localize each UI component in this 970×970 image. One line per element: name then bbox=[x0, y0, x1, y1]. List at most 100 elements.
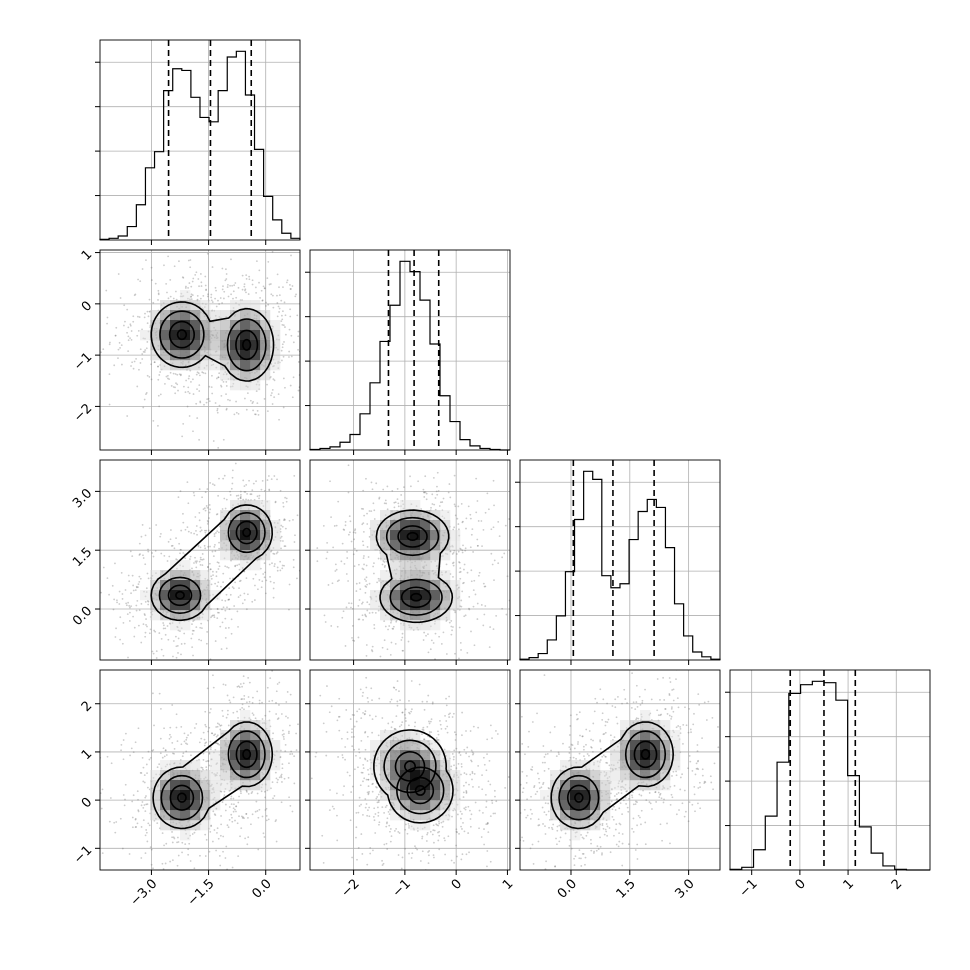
sample-point bbox=[232, 696, 235, 699]
sample-point bbox=[426, 700, 428, 703]
sample-point bbox=[271, 294, 274, 297]
sample-point bbox=[281, 567, 284, 570]
sample-point bbox=[439, 873, 441, 875]
sample-point bbox=[165, 842, 168, 845]
sample-point bbox=[428, 720, 430, 723]
sample-point bbox=[353, 736, 355, 738]
sample-point bbox=[216, 597, 219, 600]
sample-point bbox=[462, 796, 465, 798]
contour-outer bbox=[150, 301, 275, 382]
sample-point bbox=[213, 484, 216, 487]
sample-point bbox=[265, 815, 268, 817]
sample-point bbox=[148, 824, 151, 827]
sample-point bbox=[367, 785, 370, 788]
sample-point bbox=[172, 752, 174, 755]
sample-point bbox=[261, 499, 264, 502]
sample-point bbox=[361, 695, 364, 697]
density-cell bbox=[170, 790, 181, 801]
density-cell bbox=[240, 510, 251, 521]
sample-point bbox=[215, 742, 217, 745]
sample-point bbox=[383, 561, 386, 563]
sample-point bbox=[278, 776, 281, 779]
sample-point bbox=[381, 646, 384, 649]
sample-point bbox=[199, 374, 201, 377]
density-cell bbox=[160, 310, 171, 321]
sample-point bbox=[276, 478, 278, 481]
sample-point bbox=[471, 770, 474, 773]
density-cell bbox=[240, 710, 251, 721]
sample-point bbox=[180, 743, 183, 746]
sample-point bbox=[256, 690, 259, 693]
sample-point bbox=[420, 508, 423, 510]
sample-point bbox=[280, 535, 283, 538]
sample-point bbox=[259, 567, 262, 570]
sample-point bbox=[205, 289, 207, 292]
sample-point bbox=[334, 563, 337, 566]
sample-point bbox=[348, 602, 350, 605]
sample-point bbox=[268, 488, 271, 491]
sample-point bbox=[435, 823, 438, 825]
sample-point bbox=[465, 730, 467, 732]
sample-point bbox=[180, 643, 183, 645]
sample-point bbox=[246, 790, 248, 793]
sample-point bbox=[138, 580, 141, 583]
sample-point bbox=[190, 754, 192, 757]
sample-point bbox=[189, 266, 192, 269]
sample-point bbox=[135, 585, 138, 588]
sample-point bbox=[476, 544, 479, 547]
sample-point bbox=[185, 736, 188, 739]
sample-point bbox=[176, 644, 179, 647]
sample-point bbox=[419, 860, 422, 862]
sample-point bbox=[192, 430, 194, 433]
sample-point bbox=[144, 563, 147, 566]
sample-point bbox=[351, 785, 354, 788]
sample-point bbox=[273, 795, 276, 797]
sample-point bbox=[251, 283, 254, 286]
sample-point bbox=[469, 809, 471, 812]
sample-point bbox=[377, 801, 380, 804]
sample-point bbox=[251, 489, 254, 492]
sample-point bbox=[464, 614, 467, 617]
sample-point bbox=[216, 607, 219, 610]
sample-point bbox=[188, 375, 191, 377]
sample-point bbox=[460, 763, 463, 765]
sample-point bbox=[239, 835, 241, 838]
sample-point bbox=[450, 765, 453, 768]
sample-point bbox=[187, 853, 190, 856]
sample-point bbox=[160, 767, 163, 770]
sample-point bbox=[187, 530, 190, 533]
sample-point bbox=[204, 723, 207, 726]
sample-point bbox=[393, 728, 396, 730]
sample-point bbox=[258, 702, 261, 705]
sample-point bbox=[202, 294, 205, 297]
sample-point bbox=[331, 805, 334, 808]
sample-point bbox=[444, 727, 447, 730]
sample-point bbox=[240, 698, 243, 701]
sample-point bbox=[254, 413, 256, 416]
sample-point bbox=[198, 519, 201, 522]
density-cell bbox=[420, 570, 431, 581]
sample-point bbox=[271, 250, 274, 253]
sample-point bbox=[215, 763, 218, 766]
sample-point bbox=[459, 641, 462, 644]
sample-point bbox=[447, 713, 450, 716]
sample-point bbox=[356, 710, 359, 713]
sample-point bbox=[443, 748, 446, 751]
sample-point bbox=[443, 837, 446, 840]
sample-point bbox=[277, 778, 279, 781]
sample-point bbox=[342, 610, 345, 613]
sample-point bbox=[202, 661, 204, 663]
sample-point bbox=[187, 390, 190, 393]
density-cell bbox=[220, 760, 231, 771]
sample-point bbox=[153, 361, 156, 364]
sample-point bbox=[170, 736, 172, 738]
sample-point bbox=[370, 481, 373, 484]
sample-point bbox=[135, 586, 138, 589]
sample-point bbox=[225, 278, 228, 280]
sample-point bbox=[212, 810, 215, 813]
sample-point bbox=[402, 503, 405, 506]
density-cell bbox=[230, 330, 241, 341]
density-cell bbox=[210, 780, 221, 791]
sample-point bbox=[173, 894, 175, 896]
sample-point bbox=[203, 507, 206, 510]
